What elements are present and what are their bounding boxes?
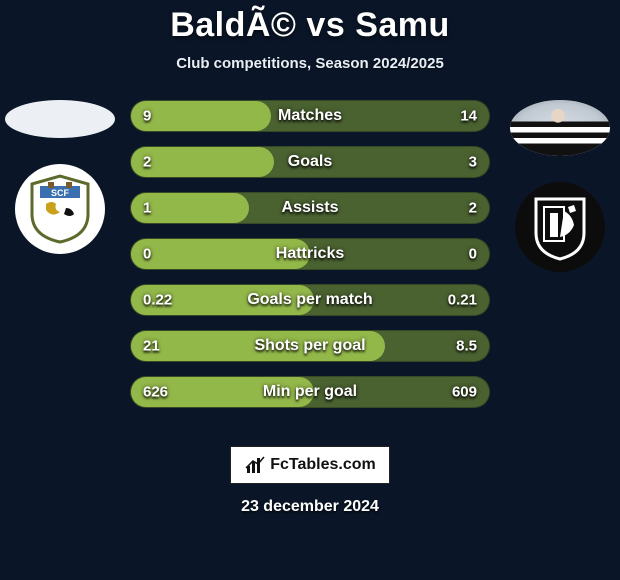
- stat-bar-fill: [131, 101, 271, 131]
- stat-right-value: 3: [469, 154, 477, 171]
- stat-label: Hattricks: [276, 245, 344, 263]
- stat-bars-container: 9 14 Matches 2 3 Goals 1 2 Assists 0 0 Hattricks 0.2…: [130, 100, 490, 408]
- stat-left-value: 0.22: [143, 292, 172, 309]
- svg-text:SCF: SCF: [51, 188, 70, 198]
- stat-left-value: 2: [143, 154, 151, 171]
- stat-bar: 9 14 Matches: [130, 100, 490, 132]
- comparison-title: BaldÃ© vs Samu: [0, 0, 620, 45]
- stat-label: Goals per match: [247, 291, 372, 309]
- comparison-date: 23 december 2024: [0, 498, 620, 516]
- stat-right-value: 8.5: [456, 338, 477, 355]
- comparison-main: SCF 9 14 Matches 2 3 Goals 1 2 Assists 0 0 Hattrick…: [0, 100, 620, 430]
- stat-bar-fill: [131, 147, 274, 177]
- site-logo-icon: [244, 454, 266, 476]
- player-right-column: [500, 100, 620, 272]
- club-crest-right-icon: [530, 193, 590, 261]
- stat-left-value: 1: [143, 200, 151, 217]
- club-badge-right: [515, 182, 605, 272]
- stat-bar: 1 2 Assists: [130, 192, 490, 224]
- player-left-column: SCF: [0, 100, 120, 254]
- stat-label: Min per goal: [263, 383, 357, 401]
- stat-bar: 2 3 Goals: [130, 146, 490, 178]
- stat-bar: 0.22 0.21 Goals per match: [130, 284, 490, 316]
- stat-label: Assists: [282, 199, 339, 217]
- stat-label: Goals: [288, 153, 332, 171]
- stat-left-value: 0: [143, 246, 151, 263]
- site-logo-text: FcTables.com: [270, 456, 376, 474]
- stat-left-value: 626: [143, 384, 168, 401]
- stat-right-value: 2: [469, 200, 477, 217]
- stat-right-value: 0.21: [448, 292, 477, 309]
- stat-bar: 626 609 Min per goal: [130, 376, 490, 408]
- stat-left-value: 21: [143, 338, 160, 355]
- stat-right-value: 14: [460, 108, 477, 125]
- stat-right-value: 0: [469, 246, 477, 263]
- stat-label: Shots per goal: [254, 337, 365, 355]
- stat-left-value: 9: [143, 108, 151, 125]
- player-right-avatar: [510, 100, 610, 156]
- stat-right-value: 609: [452, 384, 477, 401]
- site-logo-box: FcTables.com: [230, 446, 390, 484]
- stat-bar: 0 0 Hattricks: [130, 238, 490, 270]
- club-crest-left-icon: SCF: [28, 174, 92, 244]
- club-badge-left: SCF: [15, 164, 105, 254]
- comparison-subtitle: Club competitions, Season 2024/2025: [0, 55, 620, 72]
- stat-label: Matches: [278, 107, 342, 125]
- player-left-avatar: [5, 100, 115, 138]
- stat-bar: 21 8.5 Shots per goal: [130, 330, 490, 362]
